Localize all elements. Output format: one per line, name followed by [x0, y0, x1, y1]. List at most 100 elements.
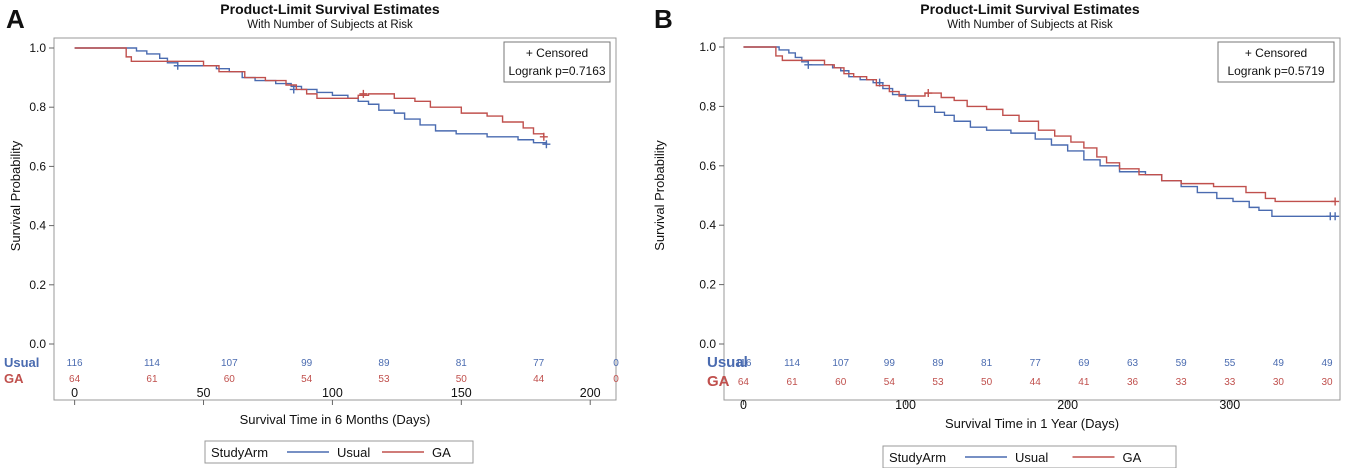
y-tick-label: 0.4	[699, 218, 716, 232]
x-tick-label: 100	[895, 398, 916, 412]
at-risk-count: 50	[981, 377, 993, 388]
legend-item-ga: GA	[1123, 450, 1142, 465]
series-ga-line	[74, 47, 545, 137]
legend-item-ga: GA	[432, 445, 451, 460]
at-risk-count: 64	[69, 374, 81, 385]
at-risk-count: 36	[1127, 377, 1139, 388]
legend-title: StudyArm	[211, 445, 268, 460]
x-axis-label: Survival Time in 1 Year (Days)	[945, 416, 1119, 431]
y-tick-label: 0.2	[29, 278, 46, 292]
at-risk-count: 54	[301, 374, 313, 385]
y-tick-label: 0.2	[699, 278, 716, 292]
y-tick-label: 0.8	[29, 100, 46, 114]
legend-box	[204, 440, 474, 464]
at-risk-count: 64	[738, 377, 750, 388]
at-risk-count: 99	[884, 358, 896, 369]
chart-subtitle: With Number of Subjects at Risk	[247, 19, 413, 31]
series-usual-line	[74, 47, 548, 145]
y-axis-label: Survival Probability	[8, 140, 23, 251]
inset-box	[503, 41, 611, 83]
at-risk-count: 50	[456, 374, 468, 385]
at-risk-label-ga: GA	[707, 373, 730, 390]
x-tick-label: 0	[71, 386, 78, 400]
x-tick-label: 150	[451, 386, 472, 400]
at-risk-count: 69	[1078, 358, 1090, 369]
censored-mark	[542, 140, 551, 149]
at-risk-count: 81	[456, 358, 468, 369]
at-risk-count: 44	[1030, 377, 1042, 388]
x-tick-label: 300	[1219, 398, 1240, 412]
plot-frame	[53, 37, 617, 401]
at-risk-count: 114	[784, 358, 800, 369]
at-risk-count: 61	[787, 377, 799, 388]
inset-logrank-text: Logrank p=0.5719	[1227, 64, 1324, 78]
at-risk-count: 0	[613, 358, 619, 369]
censored-mark	[539, 132, 548, 141]
at-risk-count: 81	[981, 358, 993, 369]
at-risk-count: 77	[533, 358, 545, 369]
at-risk-count: 53	[378, 374, 390, 385]
series-ga-line	[743, 46, 1336, 203]
at-risk-count: 116	[67, 358, 83, 369]
at-risk-count: 89	[932, 358, 944, 369]
y-tick-label: 0.6	[29, 159, 46, 173]
at-risk-count: 53	[932, 377, 944, 388]
at-risk-count: 30	[1273, 377, 1285, 388]
at-risk-count: 0	[613, 374, 619, 385]
at-risk-count: 107	[832, 358, 849, 369]
chart-title: Product-Limit Survival Estimates	[920, 1, 1140, 17]
x-tick-label: 50	[197, 386, 211, 400]
at-risk-count: 63	[1127, 358, 1139, 369]
at-risk-label-ga: GA	[4, 371, 24, 386]
inset-logrank-text: Logrank p=0.7163	[508, 64, 605, 78]
at-risk-label-usual: Usual	[4, 355, 39, 370]
y-tick-label: 1.0	[29, 41, 46, 55]
legend-box	[882, 445, 1177, 468]
y-tick-label: 1.0	[699, 40, 716, 54]
censored-mark	[173, 61, 182, 70]
y-tick-label: 0.6	[699, 159, 716, 173]
at-risk-count: 44	[533, 374, 545, 385]
at-risk-count: 61	[146, 374, 158, 385]
y-tick-label: 0.8	[699, 99, 716, 113]
series-usual-line	[743, 46, 1336, 217]
y-axis-label: Survival Probability	[652, 140, 667, 251]
plot-frame	[723, 37, 1341, 401]
panel-a: A Product-Limit Survival Estimates With Nu…	[4, 1, 619, 464]
at-risk-count: 77	[1030, 358, 1042, 369]
legend-item-usual: Usual	[1015, 450, 1048, 465]
at-risk-count: 54	[884, 377, 896, 388]
panel-label: B	[654, 4, 673, 34]
inset-box	[1217, 41, 1335, 83]
chart-title: Product-Limit Survival Estimates	[220, 1, 440, 17]
chart-subtitle: With Number of Subjects at Risk	[947, 19, 1113, 31]
x-axis-label: Survival Time in 6 Months (Days)	[240, 412, 431, 427]
censored-mark	[924, 89, 933, 98]
panel-label: A	[6, 4, 25, 34]
legend-item-usual: Usual	[337, 445, 370, 460]
at-risk-count: 33	[1224, 377, 1236, 388]
y-tick-label: 0.0	[699, 337, 716, 351]
censored-mark	[1331, 212, 1340, 221]
at-risk-count: 49	[1273, 358, 1285, 369]
panel-b: B Product-Limit Survival Estimates With Nu…	[652, 1, 1341, 468]
at-risk-count: 41	[1078, 377, 1090, 388]
at-risk-count: 59	[1176, 358, 1188, 369]
censored-mark	[359, 89, 368, 98]
x-tick-label: 200	[580, 386, 601, 400]
censored-mark	[804, 60, 813, 69]
at-risk-count: 49	[1321, 358, 1333, 369]
at-risk-count: 114	[144, 358, 160, 369]
at-risk-count: 99	[301, 358, 313, 369]
censored-mark	[1331, 197, 1340, 206]
at-risk-count: 60	[224, 374, 236, 385]
at-risk-count: 33	[1176, 377, 1188, 388]
x-tick-label: 200	[1057, 398, 1078, 412]
legend-title: StudyArm	[889, 450, 946, 465]
inset-censored-text: + Censored	[1245, 46, 1307, 60]
at-risk-label-usual: Usual	[707, 354, 748, 371]
inset-censored-text: + Censored	[526, 46, 588, 60]
at-risk-count: 116	[735, 358, 751, 369]
at-risk-count: 60	[835, 377, 847, 388]
